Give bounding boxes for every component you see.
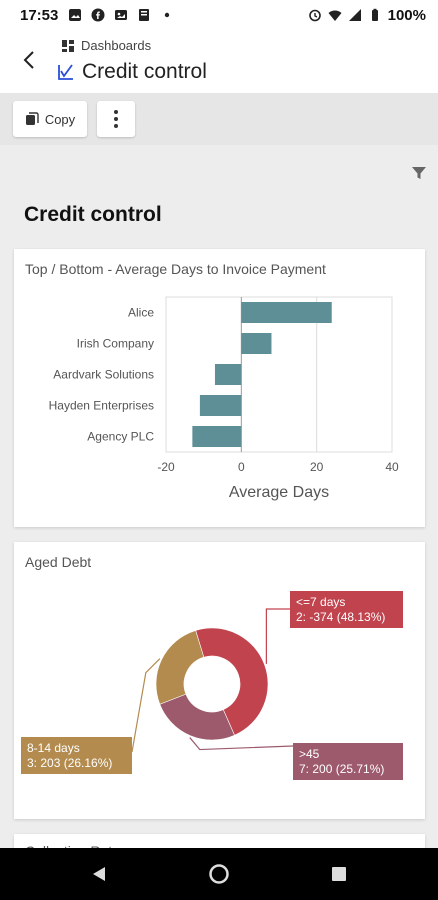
callout-name: >45 xyxy=(299,747,320,761)
callout-line xyxy=(131,658,161,753)
gallery-icon xyxy=(69,9,82,21)
bar-alice xyxy=(241,302,332,323)
x-tick-label: 40 xyxy=(385,460,399,474)
nav-home-icon xyxy=(209,864,229,884)
callout-box xyxy=(293,743,403,780)
status-bar: 17:53 100% xyxy=(0,0,438,30)
nav-recents-icon xyxy=(332,867,346,881)
photos-icon xyxy=(115,10,128,20)
chart-title: Aged Debt xyxy=(25,554,92,570)
bar-irish-company xyxy=(241,333,272,354)
avg-days-bar-chart: -20 0 20 40 Alice Irish Company Aardvark Solut… xyxy=(49,296,399,501)
chart-check-icon xyxy=(58,64,73,80)
app-notification-icon xyxy=(139,9,150,21)
filter-button[interactable] xyxy=(408,162,430,184)
wifi-icon xyxy=(328,10,342,21)
callout-name: <=7 days xyxy=(296,595,345,609)
donut-slice-1 xyxy=(195,627,269,736)
callout-value: 7: 200 (25.71%) xyxy=(299,762,384,776)
copy-icon xyxy=(25,112,39,125)
y-category-label: Alice xyxy=(128,306,154,320)
system-icons: 100% xyxy=(308,7,426,24)
copy-button[interactable]: Copy xyxy=(13,101,87,137)
notification-icons xyxy=(68,8,174,22)
avg-days-chart-card: Top / Bottom - Average Days to Invoice P… xyxy=(14,249,425,527)
toolbar: Copy xyxy=(0,93,438,145)
copy-label: Copy xyxy=(44,111,76,127)
facebook-icon xyxy=(91,8,105,22)
callout-name: 8-14 days xyxy=(27,741,80,755)
plot-frame xyxy=(165,296,393,453)
filter-icon xyxy=(412,167,426,179)
x-tick-label: 0 xyxy=(238,460,245,474)
app-title-text: Credit control xyxy=(82,60,207,83)
nav-recents-button[interactable] xyxy=(327,862,351,886)
bar-aardvark-solutions xyxy=(214,364,242,385)
breadcrumb-label: Dashboards xyxy=(81,38,152,53)
callout-box xyxy=(21,737,132,774)
y-category-label: Hayden Enterprises xyxy=(49,399,154,413)
nav-back-button[interactable] xyxy=(87,862,111,886)
app-bar: Dashboards Credit control xyxy=(0,30,438,93)
y-category-label: Irish Company xyxy=(77,337,154,351)
x-tick-label: 20 xyxy=(310,460,324,474)
aged-debt-chart-card: Aged Debt <=7 days 2: -374 (48.13%) >45 7: … xyxy=(14,542,425,819)
back-button[interactable] xyxy=(14,44,46,76)
battery-level: 100% xyxy=(387,6,426,24)
alarm-icon xyxy=(308,9,321,22)
status-time: 17:53 xyxy=(20,6,59,24)
more-vert-icon xyxy=(114,110,118,128)
battery-icon xyxy=(371,8,378,21)
donut-slice-2 xyxy=(159,693,235,741)
nav-back-icon xyxy=(93,867,105,881)
y-category-label: Agency PLC xyxy=(87,430,154,444)
dashboard-icon xyxy=(62,39,74,52)
callout-line xyxy=(265,608,290,664)
breadcrumb[interactable]: Dashboards xyxy=(61,38,151,53)
app-title: Credit control xyxy=(57,60,207,84)
callout-line xyxy=(189,737,294,751)
callout-value: 2: -374 (48.13%) xyxy=(296,610,385,624)
y-category-label: Aardvark Solutions xyxy=(53,368,154,382)
chart-title: Top / Bottom - Average Days to Invoice P… xyxy=(25,261,326,277)
bar-agency-plc xyxy=(192,426,242,447)
x-axis-title: Average Days xyxy=(229,484,329,501)
callout-value: 3: 203 (26.16%) xyxy=(27,756,112,770)
navigation-bar xyxy=(0,848,438,900)
back-arrow-icon xyxy=(23,51,34,69)
donut-slice-3 xyxy=(155,630,205,705)
dot-icon xyxy=(165,12,170,18)
more-options-button[interactable] xyxy=(97,101,135,137)
page-title: Credit control xyxy=(24,203,162,226)
callout-box xyxy=(290,591,403,628)
bar-hayden-enterprises xyxy=(199,395,242,416)
x-tick-label: -20 xyxy=(157,460,175,474)
signal-icon xyxy=(348,9,361,21)
nav-home-button[interactable] xyxy=(207,862,231,886)
